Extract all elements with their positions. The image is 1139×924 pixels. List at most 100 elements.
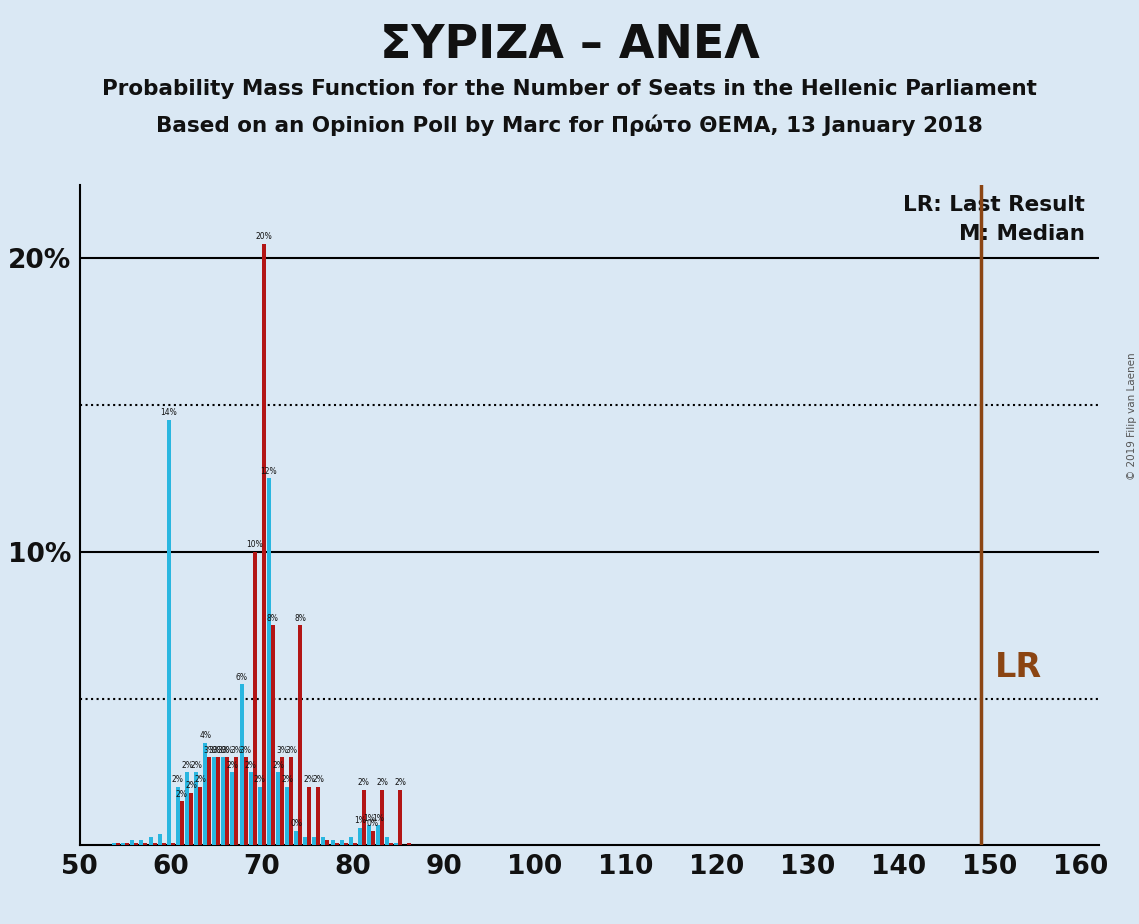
Bar	[212, 758, 216, 845]
Bar	[298, 626, 302, 845]
Bar	[394, 843, 399, 845]
Text: 3%: 3%	[285, 746, 297, 755]
Bar	[134, 843, 138, 845]
Text: 2%: 2%	[394, 778, 407, 787]
Text: 2%: 2%	[175, 790, 188, 799]
Bar	[230, 772, 235, 845]
Text: Based on an Opinion Poll by Marc for Πρώτο ΘΕΜΑ, 13 January 2018: Based on an Opinion Poll by Marc for Πρώ…	[156, 115, 983, 136]
Bar	[198, 786, 202, 845]
Text: 3%: 3%	[239, 746, 252, 755]
Bar	[166, 419, 171, 845]
Text: 2%: 2%	[272, 760, 284, 770]
Bar	[271, 626, 274, 845]
Bar	[353, 843, 357, 845]
Bar	[171, 843, 174, 845]
Text: 3%: 3%	[208, 746, 220, 755]
Bar	[330, 840, 335, 845]
Text: 2%: 2%	[227, 760, 238, 770]
Text: LR: LR	[994, 651, 1041, 684]
Bar	[203, 743, 207, 845]
Text: 3%: 3%	[203, 746, 215, 755]
Text: ΣΥΡΙΖΑ – ΑΝΕΛ: ΣΥΡΙΖΑ – ΑΝΕΛ	[379, 23, 760, 68]
Bar	[408, 843, 411, 845]
Bar	[344, 843, 347, 845]
Bar	[390, 843, 393, 845]
Bar	[276, 772, 280, 845]
Bar	[244, 758, 247, 845]
Bar	[262, 244, 265, 845]
Bar	[253, 552, 256, 845]
Bar	[216, 758, 220, 845]
Bar	[125, 843, 129, 845]
Text: 1%: 1%	[354, 817, 366, 825]
Bar	[380, 790, 384, 845]
Bar	[185, 772, 189, 845]
Text: 0%: 0%	[367, 820, 379, 829]
Text: M: Median: M: Median	[959, 225, 1084, 245]
Text: 12%: 12%	[261, 467, 277, 476]
Bar	[399, 790, 402, 845]
Bar	[157, 833, 162, 845]
Bar	[308, 786, 311, 845]
Bar	[257, 786, 262, 845]
Bar	[371, 831, 375, 845]
Bar	[280, 758, 284, 845]
Bar	[144, 843, 147, 845]
Bar	[180, 801, 183, 845]
Bar	[317, 786, 320, 845]
Text: 1%: 1%	[372, 813, 384, 822]
Bar	[226, 758, 229, 845]
Text: 6%: 6%	[236, 673, 247, 682]
Bar	[294, 831, 298, 845]
Bar	[248, 772, 253, 845]
Text: Probability Mass Function for the Number of Seats in the Hellenic Parliament: Probability Mass Function for the Number…	[103, 79, 1036, 99]
Text: 3%: 3%	[221, 746, 233, 755]
Text: 10%: 10%	[246, 541, 263, 550]
Bar	[339, 840, 344, 845]
Text: 8%: 8%	[294, 614, 306, 623]
Bar	[367, 825, 371, 845]
Bar	[175, 786, 180, 845]
Text: 2%: 2%	[376, 778, 388, 787]
Bar	[116, 843, 120, 845]
Bar	[235, 758, 238, 845]
Text: 3%: 3%	[276, 746, 288, 755]
Bar	[112, 843, 116, 845]
Bar	[303, 836, 308, 845]
Bar	[148, 836, 153, 845]
Text: 3%: 3%	[230, 746, 243, 755]
Bar	[335, 843, 338, 845]
Text: 2%: 2%	[303, 775, 316, 784]
Text: 14%: 14%	[161, 408, 178, 418]
Text: 2%: 2%	[358, 778, 370, 787]
Text: 2%: 2%	[312, 775, 325, 784]
Bar	[358, 828, 362, 845]
Bar	[189, 793, 192, 845]
Bar	[267, 479, 271, 845]
Text: © 2019 Filip van Laenen: © 2019 Filip van Laenen	[1126, 352, 1137, 480]
Text: 2%: 2%	[185, 782, 197, 790]
Bar	[139, 840, 144, 845]
Bar	[194, 772, 198, 845]
Text: 2%: 2%	[281, 775, 293, 784]
Bar	[285, 786, 289, 845]
Bar	[376, 825, 380, 845]
Bar	[162, 843, 165, 845]
Bar	[121, 843, 125, 845]
Text: 4%: 4%	[199, 731, 211, 740]
Bar	[239, 684, 244, 845]
Text: LR: Last Result: LR: Last Result	[903, 195, 1084, 214]
Text: 2%: 2%	[245, 760, 256, 770]
Bar	[289, 758, 293, 845]
Bar	[207, 758, 211, 845]
Text: 1%: 1%	[363, 813, 375, 822]
Text: 20%: 20%	[255, 232, 272, 241]
Text: 8%: 8%	[267, 614, 279, 623]
Bar	[153, 843, 156, 845]
Bar	[349, 836, 353, 845]
Bar	[362, 790, 366, 845]
Text: 0%: 0%	[290, 820, 302, 829]
Text: 2%: 2%	[190, 760, 202, 770]
Bar	[321, 836, 326, 845]
Text: 2%: 2%	[181, 760, 192, 770]
